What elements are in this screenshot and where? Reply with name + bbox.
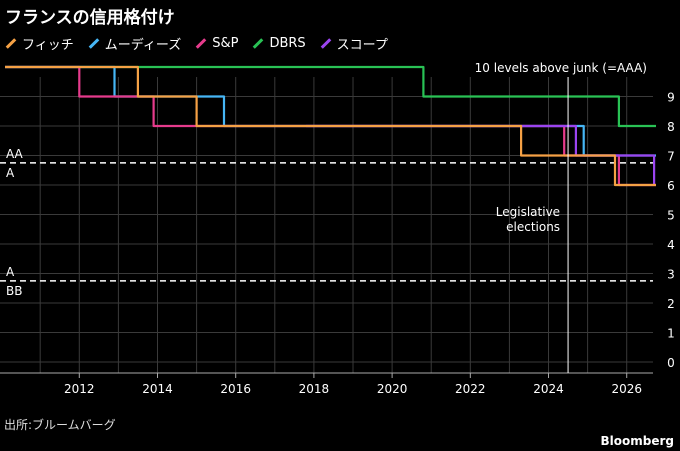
y-axis-label: 10 levels above junk (=AAA) [475, 61, 647, 75]
legend-label: フィッチ [22, 38, 74, 53]
y-tick-label: 4 [667, 238, 675, 252]
legend-item: S&P [195, 34, 238, 53]
annotation-label: elections [506, 220, 560, 234]
legend-item: DBRS [252, 34, 306, 53]
y-tick-label: 5 [667, 209, 675, 223]
x-tick-label: 2026 [611, 382, 642, 396]
annotation-label: Legislative [496, 205, 560, 219]
x-tick-label: 2022 [455, 382, 486, 396]
y-tick-label: 1 [667, 327, 675, 341]
threshold-label-below: BB [6, 284, 22, 298]
y-tick-label: 3 [667, 268, 675, 282]
y-tick-label: 7 [667, 150, 675, 164]
legend-label: スコープ [336, 38, 388, 53]
chart-title: フランスの信用格付け [5, 8, 175, 28]
y-tick-label: 2 [667, 297, 675, 311]
bloomberg-logo: Bloomberg [600, 434, 675, 448]
threshold-label-above: A [6, 265, 15, 279]
series-line [5, 65, 656, 187]
threshold-label-above: AA [6, 147, 24, 161]
x-tick-label: 2024 [533, 382, 564, 396]
series-line [5, 65, 656, 128]
legend: フィッチ ムーディーズ S&P DBRS スコープ [5, 34, 388, 53]
x-tick-label: 2016 [220, 382, 251, 396]
legend-label: DBRS [269, 36, 306, 51]
x-tick-label: 2014 [142, 382, 173, 396]
series-line [5, 65, 656, 157]
x-tick-label: 2012 [64, 382, 95, 396]
legend-item: フィッチ [5, 34, 74, 53]
legend-item: スコープ [320, 34, 388, 53]
y-tick-label: 0 [667, 356, 675, 370]
threshold-label-below: A [6, 166, 15, 180]
y-tick-label: 8 [667, 120, 675, 134]
legend-label: ムーディーズ [104, 38, 182, 53]
y-tick-label: 9 [667, 91, 675, 105]
legend-label: S&P [212, 36, 239, 51]
x-tick-label: 2020 [377, 382, 408, 396]
y-tick-label: 6 [667, 179, 675, 193]
legend-item: ムーディーズ [88, 34, 181, 53]
source-note: 出所:ブルームバーグ [4, 418, 116, 432]
x-tick-label: 2018 [299, 382, 330, 396]
